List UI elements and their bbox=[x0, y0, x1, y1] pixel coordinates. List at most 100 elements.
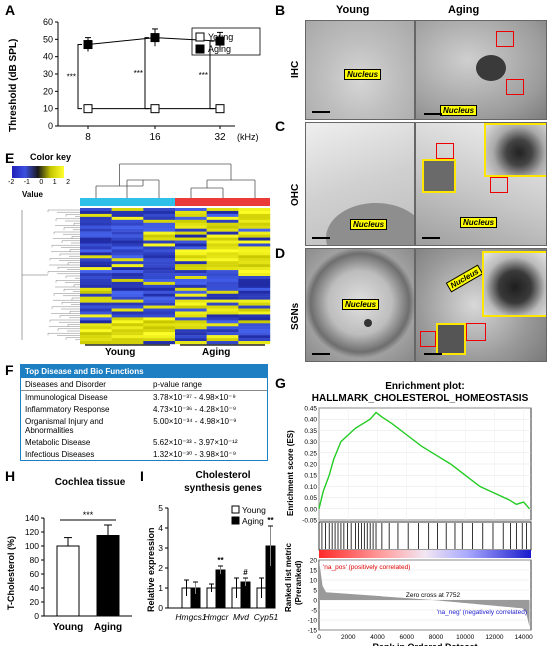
heatmap-cell bbox=[80, 314, 112, 318]
gsea-rank-label-2: (Preranked) bbox=[294, 560, 303, 605]
gsea-title-2: HALLMARK_CHOLESTEROL_HOMEOSTASIS bbox=[311, 393, 529, 404]
heatmap-cell bbox=[111, 243, 144, 247]
heatmap-cell bbox=[111, 314, 144, 318]
h-y-tick-label: 140 bbox=[25, 513, 39, 523]
heatmap-cell bbox=[175, 225, 207, 229]
em-image-ihc-young: Nucleus bbox=[305, 20, 415, 120]
heatmap-cell bbox=[111, 276, 144, 280]
heatmap-cell bbox=[175, 299, 207, 303]
heatmap-cell bbox=[80, 261, 112, 265]
panel-letter-h: H bbox=[5, 468, 16, 484]
heatmap-cell bbox=[206, 296, 239, 300]
a-sig-label: *** bbox=[67, 73, 76, 82]
heatmap-cell bbox=[143, 281, 176, 286]
heatmap-cell bbox=[111, 222, 144, 226]
heatmap-cell bbox=[175, 326, 207, 330]
heatmap-cell bbox=[238, 222, 271, 226]
scale-bar bbox=[422, 237, 440, 239]
heatmap-cell bbox=[206, 210, 239, 215]
gsea-rank-tick-label: -15 bbox=[308, 628, 318, 635]
panel-h-ylabel: T-Cholesterol (%) bbox=[6, 535, 16, 610]
heatmap-cell bbox=[206, 311, 239, 315]
gsea-es-tick-label: 0.35 bbox=[304, 428, 317, 435]
heatmap-cell bbox=[175, 305, 207, 309]
heatmap-cell bbox=[175, 320, 207, 324]
heatmap-cell bbox=[111, 231, 144, 235]
i-y-tick-label: 0 bbox=[158, 603, 163, 613]
heatmap-cell bbox=[143, 305, 176, 309]
a-y-tick-label: 30 bbox=[43, 69, 53, 79]
heatmap-cell bbox=[206, 264, 239, 268]
heatmap-cell bbox=[175, 240, 207, 244]
heatmap-cell bbox=[80, 296, 112, 300]
heatmap-cell bbox=[80, 281, 112, 286]
heatmap-cell bbox=[111, 261, 144, 265]
panel-letter-f: F bbox=[5, 362, 14, 378]
heatmap-cell bbox=[206, 234, 239, 238]
heatmap-cell bbox=[175, 237, 207, 241]
i-sig-label: ** bbox=[217, 556, 224, 565]
color-key-gradient bbox=[12, 166, 64, 178]
heatmap-cell bbox=[111, 264, 144, 268]
heatmap-cell bbox=[111, 329, 144, 333]
heatmap-cell bbox=[111, 270, 144, 274]
gsea-rank-tick-label: -5 bbox=[311, 608, 317, 615]
heatmap-cell bbox=[238, 296, 271, 300]
gsea-es-tick-label: -0.05 bbox=[302, 518, 317, 525]
a-point bbox=[215, 104, 225, 114]
heatmap-cell bbox=[238, 320, 271, 324]
gsea-rank-tick-label: 10 bbox=[310, 578, 318, 585]
h-y-tick-label: 120 bbox=[25, 527, 39, 537]
heatmap-cell bbox=[238, 317, 271, 321]
red-box bbox=[496, 31, 514, 47]
heatmap-cell bbox=[175, 278, 207, 283]
scale-bar bbox=[312, 353, 330, 355]
heatmap-cell bbox=[111, 255, 144, 259]
heatmap-cell bbox=[80, 326, 112, 330]
heatmap-cell bbox=[206, 258, 239, 262]
heatmap-cell bbox=[80, 252, 112, 256]
h-y-tick-label: 20 bbox=[30, 597, 40, 607]
heatmap-cell bbox=[175, 258, 207, 262]
heatmap-cell bbox=[80, 302, 112, 306]
heatmap-cell bbox=[111, 208, 144, 212]
panel-i-title-1: Cholesterol bbox=[195, 470, 251, 481]
panel-g-gsea: 0.45 0.40 0.35 0.30 0.25 0.20 0.15 0.10 0.05 0.00… bbox=[302, 406, 533, 646]
heatmap-cell bbox=[206, 317, 239, 321]
h-y-tick-label: 0 bbox=[34, 611, 39, 621]
heatmap-cell bbox=[143, 243, 176, 247]
heatmap-cell bbox=[206, 243, 239, 247]
heatmap-cell bbox=[206, 276, 239, 280]
h-y-tick-label: 100 bbox=[25, 541, 39, 551]
em-col-aging: Aging bbox=[448, 4, 480, 16]
gsea-rank-tick-label: -10 bbox=[308, 618, 318, 625]
heatmap-cell bbox=[175, 246, 207, 250]
em-row-sgns: SGNs bbox=[290, 302, 301, 330]
heatmap-cell bbox=[175, 281, 207, 286]
heatmap-cell bbox=[238, 258, 271, 262]
table-col1-header: Diseases and Disorder bbox=[25, 380, 106, 389]
heatmap-cell bbox=[238, 278, 271, 283]
heatmap-cell bbox=[143, 338, 176, 342]
heatmap-cell bbox=[143, 276, 176, 280]
a-x-tick-label: 32 bbox=[214, 132, 226, 143]
heatmap-cell bbox=[175, 302, 207, 306]
panel-e-heatmap bbox=[21, 163, 271, 346]
heatmap-cell bbox=[175, 338, 207, 342]
heatmap-cell bbox=[175, 243, 207, 247]
heatmap-cell bbox=[206, 308, 239, 312]
heatmap-cell bbox=[111, 249, 144, 253]
heatmap-cell bbox=[111, 234, 144, 238]
heatmap-cell bbox=[175, 314, 207, 318]
heatmap-cell bbox=[80, 225, 112, 229]
heatmap-cell bbox=[238, 267, 271, 271]
em-image-ihc-aging: Nucleus bbox=[415, 20, 547, 120]
heatmap-cell bbox=[80, 234, 112, 238]
heatmap-cell bbox=[206, 314, 239, 318]
gsea-es-tick-label: 0.20 bbox=[304, 462, 317, 469]
heatmap-cell bbox=[143, 287, 176, 291]
h-y-tick-label: 40 bbox=[30, 583, 40, 593]
heatmap-cell bbox=[143, 293, 176, 297]
heatmap-cell bbox=[80, 293, 112, 297]
heatmap-cell bbox=[206, 225, 239, 229]
